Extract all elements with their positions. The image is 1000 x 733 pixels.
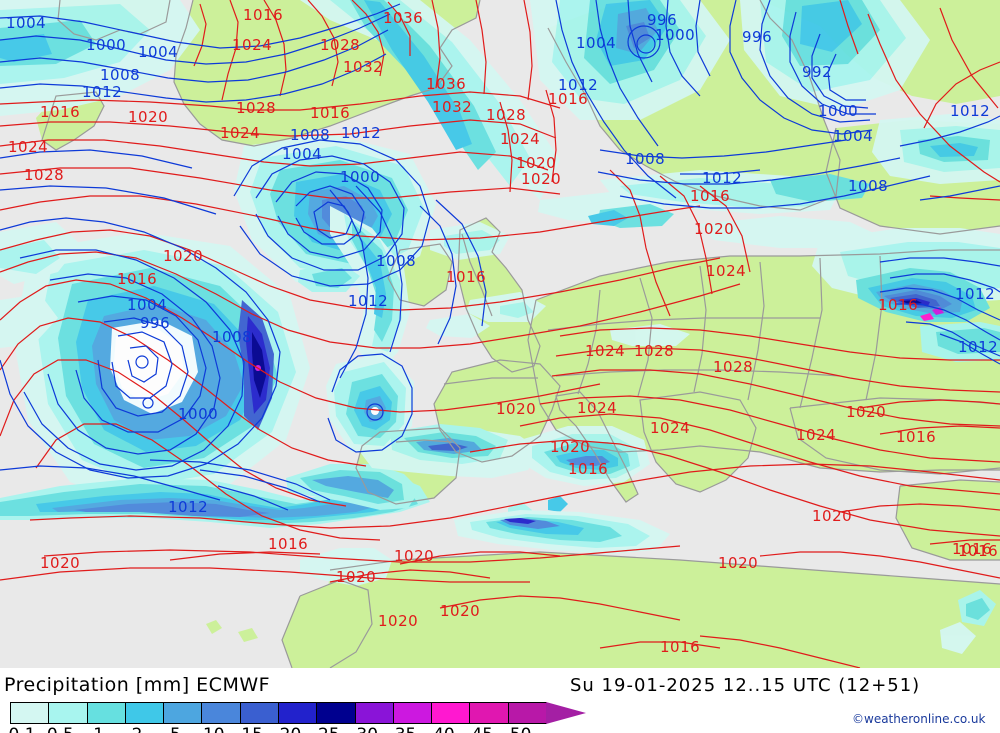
footer: Precipitation [mm] ECMWF Su 19-01-2025 1… <box>0 668 1000 733</box>
colorbar-tick: 20 <box>280 725 302 733</box>
colorbar-tick-labels: 0.10.5125101520253035404550 <box>8 725 610 733</box>
colorbar-swatch <box>11 703 50 723</box>
copyright-notice: ©weatheronline.co.uk <box>852 712 986 726</box>
colorbar-tick: 0.1 <box>8 725 35 733</box>
colorbar-tick: 45 <box>471 725 493 733</box>
colorbar-swatches <box>10 702 547 724</box>
colorbar-swatch <box>393 703 433 723</box>
legend-title: Precipitation [mm] ECMWF <box>4 674 271 696</box>
colorbar-swatch <box>508 703 546 723</box>
colorbar-swatch <box>317 703 356 723</box>
colorbar-swatch <box>125 703 165 723</box>
colorbar-tick: 5 <box>170 725 181 733</box>
map-canvas[interactable]: 1004 1000 1004 1008 1012 1016 1020 1024 1028 1016… <box>0 0 1000 668</box>
colorbar-swatch <box>278 703 318 723</box>
colorbar-tick: 40 <box>433 725 455 733</box>
colorbar-overflow-arrow-icon <box>546 702 586 724</box>
precipitation-colorbar[interactable]: 0.10.5125101520253035404550 <box>8 702 610 733</box>
colorbar-tick: 2 <box>132 725 143 733</box>
colorbar-tick: 10 <box>203 725 225 733</box>
colorbar-tick: 0.5 <box>47 725 74 733</box>
colorbar-swatch <box>355 703 394 723</box>
colorbar-swatch <box>49 703 88 723</box>
colorbar-swatch <box>87 703 126 723</box>
colorbar-tick: 35 <box>395 725 417 733</box>
colorbar-tick: 30 <box>356 725 378 733</box>
colorbar-swatch <box>164 703 203 723</box>
colorbar-tick: 25 <box>318 725 340 733</box>
colorbar-tick: 1 <box>93 725 104 733</box>
colorbar-swatch <box>202 703 241 723</box>
colorbar-tick: 50 <box>510 725 532 733</box>
colorbar-swatch <box>470 703 509 723</box>
colorbar-swatch <box>240 703 279 723</box>
map-graphic <box>0 0 1000 668</box>
run-timestamp: Su 19-01-2025 12..15 UTC (12+51) <box>570 675 921 696</box>
colorbar-tick: 15 <box>241 725 263 733</box>
colorbar-swatch <box>432 703 471 723</box>
